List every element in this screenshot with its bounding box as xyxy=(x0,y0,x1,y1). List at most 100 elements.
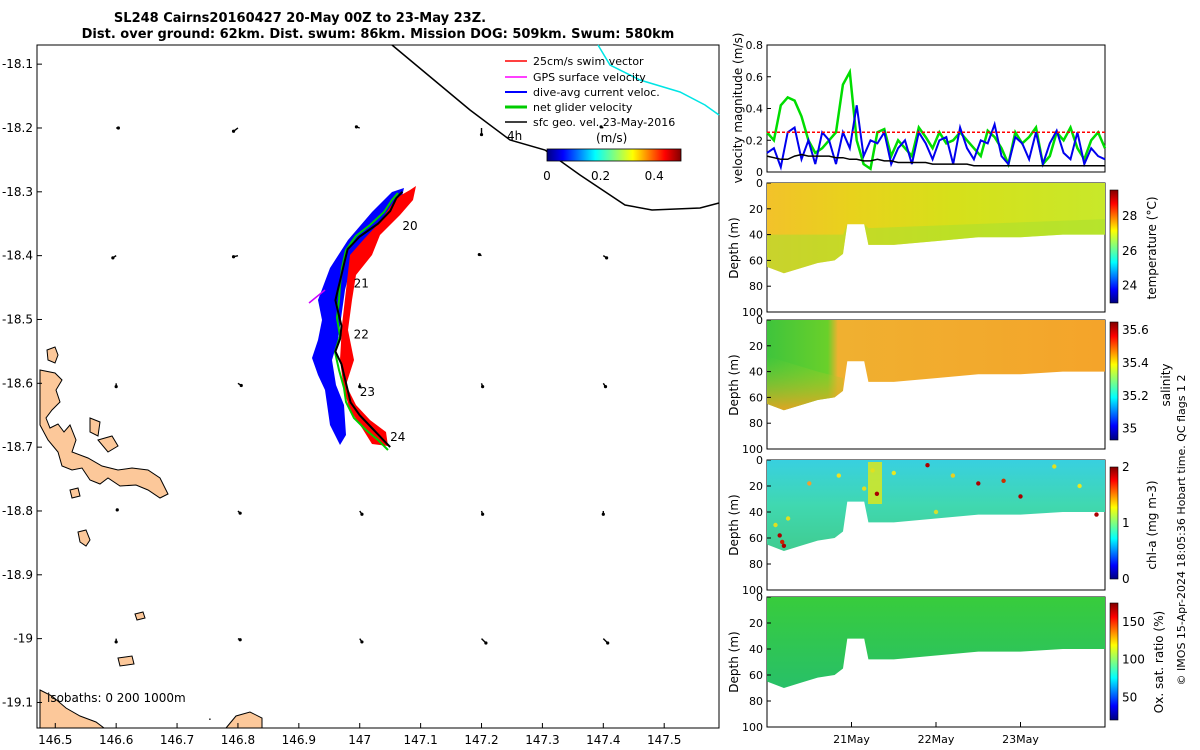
chla-point xyxy=(950,473,956,478)
depth-tick-label: 100 xyxy=(742,443,763,456)
velocity-ylabel: velocity magnitude (m/s) xyxy=(731,33,745,184)
chla-panel: 0 20 40 60 80 100 Depth (m) 0 1 2 chl-a (mg m-3… xyxy=(727,454,1159,597)
temperature-y-axis: 0 20 40 60 80 100 xyxy=(742,177,771,319)
legend-dive-label: dive-avg current veloc. xyxy=(533,86,660,99)
velocity-y-tick-label: 0.6 xyxy=(746,71,764,84)
chla-y-axis: 0 20 40 60 80 100 xyxy=(742,454,771,597)
salinity-colorbar-ticks: 35 35.2 35.4 35.6 xyxy=(1122,323,1149,435)
colorbar-tick-label: 35.4 xyxy=(1122,356,1149,370)
flow-vector-head xyxy=(603,385,608,389)
temperature-colorbar xyxy=(1109,189,1119,304)
chla-point xyxy=(781,543,787,548)
flow-vector-head xyxy=(111,256,115,260)
depth-tick-label: 80 xyxy=(749,695,763,708)
depth-tick-label: 80 xyxy=(749,558,763,571)
depth-tick-label: 100 xyxy=(742,721,763,734)
credit-text: © IMOS 15-Apr-2024 18:05:36 Hobart time.… xyxy=(1175,375,1188,686)
oxygen-panel: 0 20 40 60 80 100 21May 22May 23May Depth (m) 5… xyxy=(727,591,1166,746)
map-x-tick-label: 146.7 xyxy=(160,733,194,747)
velocity-series xyxy=(766,67,1107,171)
chla-point xyxy=(780,539,785,545)
chla-colorbar-ticks: 0 1 2 xyxy=(1122,460,1130,586)
flow-vector-head xyxy=(477,252,481,257)
glider-track xyxy=(334,191,404,448)
velocity-series-surface xyxy=(766,153,1105,167)
chla-point xyxy=(773,522,778,528)
map-y-tick-label: -18.5 xyxy=(2,312,33,326)
temperature-ylabel: Depth (m) xyxy=(727,217,741,278)
map-y-tick-label: -18.1 xyxy=(2,57,33,71)
depth-tick-label: 0 xyxy=(756,314,763,327)
land-southwest xyxy=(39,689,106,729)
flow-vector-head xyxy=(479,132,484,137)
map-colorbar-tick-label: 0 xyxy=(543,169,551,183)
depth-tick-label: 40 xyxy=(749,229,763,242)
oxygen-y-axis: 0 20 40 60 80 100 xyxy=(742,591,771,734)
salinity-ylabel: Depth (m) xyxy=(727,354,741,415)
map-x-axis: 146.5 146.6 146.7 146.8 146.9 147 147.1 147.2 14… xyxy=(38,723,681,747)
map-x-tick-label: 147.5 xyxy=(647,733,681,747)
depth-tick-label: 60 xyxy=(749,254,763,267)
depth-tick-label: 80 xyxy=(749,417,763,430)
colorbar-tick-label: 35.6 xyxy=(1122,323,1149,337)
velocity-panel: 0 0.2 0.4 0.6 0.8 velocity magnitude (m/s) xyxy=(731,33,1107,184)
isobath-text: isobaths: 0 200 1000m xyxy=(47,691,186,705)
flow-vector-head xyxy=(231,129,236,133)
flow-vector-head xyxy=(358,385,362,389)
gps-surface-velocity-arrow xyxy=(308,289,326,304)
chla-high-points xyxy=(773,463,1099,548)
flow-vector-head xyxy=(114,385,118,389)
temperature-panel: 0 20 40 60 80 100 Depth (m) 24 26 28 temperatur… xyxy=(727,177,1159,319)
land-island-7 xyxy=(117,655,135,667)
land-masses xyxy=(39,346,263,729)
depth-tick-label: 60 xyxy=(749,669,763,682)
map-y-tick-label: -18.6 xyxy=(2,376,33,390)
land-island-1 xyxy=(46,346,59,364)
depth-tick-label: 20 xyxy=(749,203,763,216)
chla-point xyxy=(1018,494,1023,499)
depth-tick-label: 60 xyxy=(749,532,763,545)
land-island-2 xyxy=(89,417,101,437)
flow-vector-head xyxy=(481,512,485,516)
track-day-label: 22 xyxy=(354,328,369,342)
flow-vector-head xyxy=(360,640,364,644)
chla-point xyxy=(925,463,930,468)
map-legend: 25cm/s swim vector GPS surface velocity … xyxy=(505,55,675,129)
figure-title-line2: Dist. over ground: 62km. Dist. swum: 86k… xyxy=(82,27,675,42)
flow-vector-head xyxy=(115,508,119,512)
chla-point xyxy=(1052,464,1057,469)
temperature-colorbar-ticks: 24 26 28 xyxy=(1122,209,1137,293)
depth-tick-label: 20 xyxy=(749,340,763,353)
colorbar-tick-label: 2 xyxy=(1122,460,1130,474)
flow-vector-head xyxy=(481,385,485,389)
salinity-deep-layer xyxy=(767,356,844,411)
chla-point xyxy=(891,470,896,476)
colorbar-tick-label: 50 xyxy=(1122,690,1137,704)
depth-tick-label: 20 xyxy=(749,480,763,493)
flow-vector-head xyxy=(484,641,488,645)
track-day-label: 24 xyxy=(390,430,405,444)
chla-point xyxy=(870,468,875,473)
colorbar-tick-label: 35 xyxy=(1122,422,1137,436)
map-panel: 4h 20 21 22 23 24 25cm/s swim vector GPS sur… xyxy=(2,44,720,747)
flow-vector-head xyxy=(354,125,359,129)
map-x-tick-label: 147.1 xyxy=(403,733,437,747)
depth-tick-label: 100 xyxy=(742,306,763,319)
velocity-series-dive-avg xyxy=(766,105,1106,171)
colorbar-tick-label: 100 xyxy=(1122,653,1145,667)
land-mainland-west xyxy=(39,369,169,499)
colorbar-tick-label: 35.2 xyxy=(1122,389,1149,403)
flow-vector-head xyxy=(606,641,610,645)
map-x-tick-label: 146.8 xyxy=(221,733,255,747)
depth-tick-label: 80 xyxy=(749,280,763,293)
salinity-colorbar xyxy=(1109,321,1119,441)
track-day-label: 21 xyxy=(354,277,369,291)
chla-point xyxy=(976,481,981,486)
colorbar-tick-label: 28 xyxy=(1122,209,1137,223)
map-y-tick-label: -18.9 xyxy=(2,568,33,582)
colorbar-tick-label: 150 xyxy=(1122,615,1145,629)
flow-vector-head xyxy=(238,638,242,642)
salinity-clabel: salinity xyxy=(1159,363,1173,406)
colorbar-tick-label: 24 xyxy=(1122,279,1137,293)
